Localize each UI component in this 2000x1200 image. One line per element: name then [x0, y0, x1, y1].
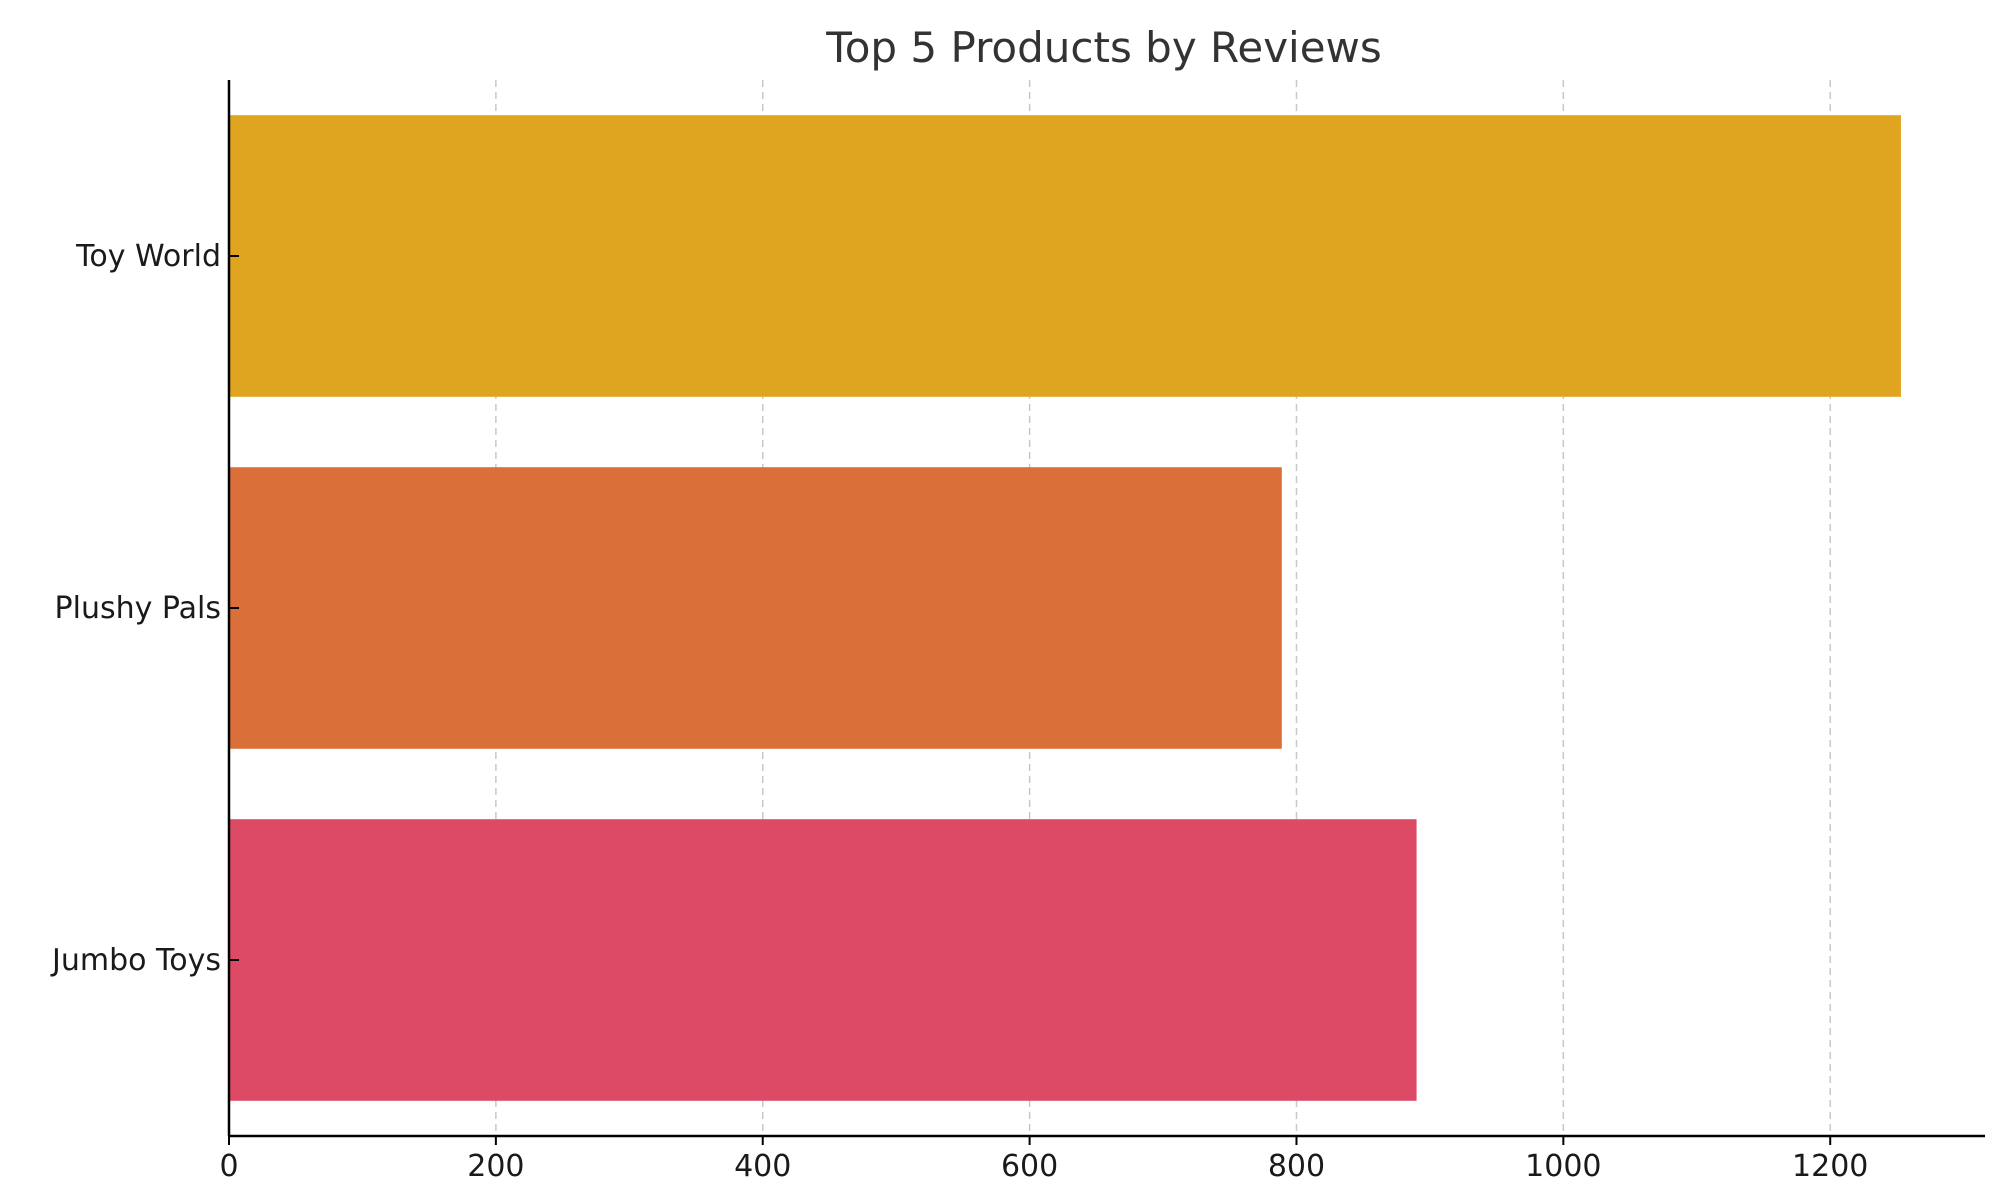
y-tick-label-toy-world: Toy World [75, 239, 221, 274]
x-tick-label-400: 400 [734, 1149, 791, 1184]
x-axis-ticks: 0 200 400 600 800 1000 1200 [219, 1136, 1868, 1184]
bar-jumbo-toys [229, 819, 1417, 1101]
x-tick-label-200: 200 [467, 1149, 524, 1184]
bar-toy-world [229, 115, 1901, 397]
y-tick-label-plushy-pals: Plushy Pals [55, 591, 221, 626]
x-tick-label-0: 0 [219, 1149, 238, 1184]
bars [229, 115, 1901, 1101]
x-tick-label-1200: 1200 [1792, 1149, 1868, 1184]
chart-title: Top 5 Products by Reviews [825, 23, 1382, 72]
x-tick-label-1000: 1000 [1525, 1149, 1601, 1184]
y-tick-label-jumbo-toys: Jumbo Toys [50, 943, 221, 978]
y-axis-ticks: Toy World Plushy Pals Jumbo Toys [50, 239, 239, 978]
x-tick-label-600: 600 [1001, 1149, 1058, 1184]
bar-plushy-pals [229, 467, 1282, 749]
x-tick-label-800: 800 [1268, 1149, 1325, 1184]
